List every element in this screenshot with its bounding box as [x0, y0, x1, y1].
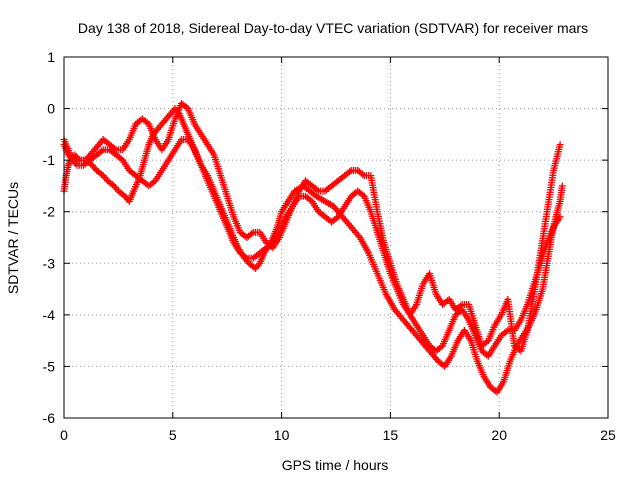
data-point — [108, 181, 116, 189]
y-tick-label: -4 — [43, 307, 56, 323]
data-point — [313, 186, 321, 194]
data-point — [98, 170, 106, 178]
y-axis-label: SDTVAR / TECUs — [5, 182, 21, 294]
data-point — [556, 213, 564, 221]
data-point — [119, 191, 127, 199]
x-tick-label: 5 — [169, 427, 177, 443]
x-axis-label: GPS time / hours — [282, 457, 389, 473]
data-point — [248, 230, 256, 238]
x-tick-label: 15 — [383, 427, 399, 443]
data-point — [558, 182, 566, 190]
x-tick-label: 20 — [491, 427, 507, 443]
data-point — [556, 141, 564, 149]
data-point — [71, 155, 79, 163]
x-tick-label: 0 — [60, 427, 68, 443]
y-tick-label: 1 — [47, 49, 55, 65]
plot-frame — [63, 56, 609, 419]
y-tick-label: -5 — [43, 358, 56, 374]
data-point — [359, 170, 367, 178]
chart-title: Day 138 of 2018, Sidereal Day-to-day VTE… — [78, 20, 588, 36]
data-point — [98, 147, 106, 155]
axis-ticks: 0 5 10 15 20 25 -6 -5 -4 -3 -2 -1 0 1 — [43, 49, 616, 443]
y-tick-label: -1 — [43, 152, 56, 168]
data-point — [111, 145, 119, 153]
x-tick-label: 10 — [274, 427, 290, 443]
data-point — [241, 253, 249, 261]
data-point — [502, 328, 510, 336]
data-point — [457, 302, 465, 310]
data-point — [346, 168, 354, 176]
y-tick-label: -3 — [43, 255, 56, 271]
x-tick-label: 25 — [600, 427, 616, 443]
data-points — [60, 99, 566, 396]
y-tick-label: 0 — [47, 101, 55, 117]
y-tick-label: -6 — [43, 410, 56, 426]
grid — [64, 57, 608, 418]
y-tick-label: -2 — [43, 204, 56, 220]
